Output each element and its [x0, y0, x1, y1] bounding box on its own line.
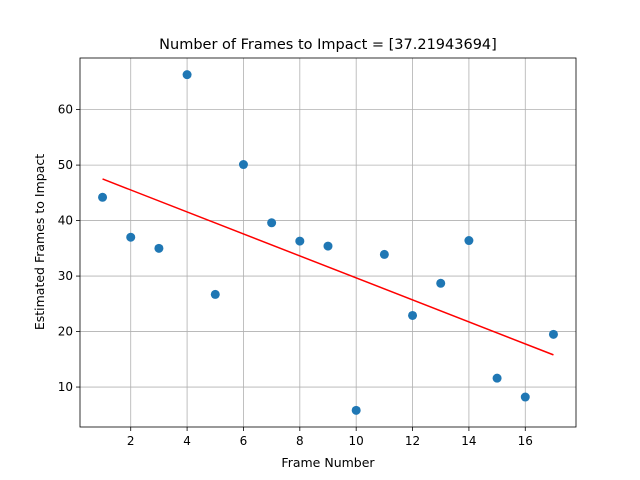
plot-data: [98, 70, 558, 415]
y-tick-label: 20: [58, 325, 73, 339]
scatter-point: [492, 373, 502, 383]
chart-title: Number of Frames to Impact = [37.2194369…: [159, 37, 497, 53]
x-tick-label: 4: [183, 434, 191, 448]
x-tick-label: 6: [240, 434, 248, 448]
scatter-point: [210, 289, 220, 299]
x-tick-label: 8: [296, 434, 304, 448]
scatter-point: [267, 218, 277, 228]
axis-ticks: 2 4 6 8 10 12 14 16 10 20 30 40 50 60: [58, 103, 533, 448]
y-tick-label: 10: [58, 380, 73, 394]
x-tick-label: 16: [518, 434, 533, 448]
scatter-point: [295, 236, 305, 246]
scatter-point: [323, 241, 333, 251]
scatter-point: [351, 405, 361, 415]
y-tick-label: 40: [58, 214, 73, 228]
x-tick-label: 2: [127, 434, 135, 448]
scatter-point: [379, 249, 389, 259]
scatter-point: [126, 232, 136, 242]
y-tick-label: 30: [58, 269, 73, 283]
x-tick-label: 14: [461, 434, 476, 448]
scatter-point: [154, 243, 164, 253]
x-axis-label: Frame Number: [281, 455, 375, 470]
y-tick-label: 50: [58, 158, 73, 172]
grid: [80, 58, 576, 427]
scatter-point: [464, 236, 474, 246]
scatter-point: [408, 310, 418, 320]
scatter-point: [436, 278, 446, 288]
plot-frame: [79, 57, 577, 428]
x-tick-label: 10: [349, 434, 364, 448]
y-tick-label: 60: [58, 103, 73, 117]
trend-line: [102, 178, 554, 356]
scatter-point: [520, 392, 530, 402]
y-axis-label: Estimated Frames to Impact: [32, 154, 47, 330]
x-tick-label: 12: [405, 434, 420, 448]
scatter-point: [548, 329, 558, 339]
scatter-point: [98, 192, 108, 202]
scatter-point: [238, 160, 248, 170]
scatter-point: [182, 70, 192, 80]
